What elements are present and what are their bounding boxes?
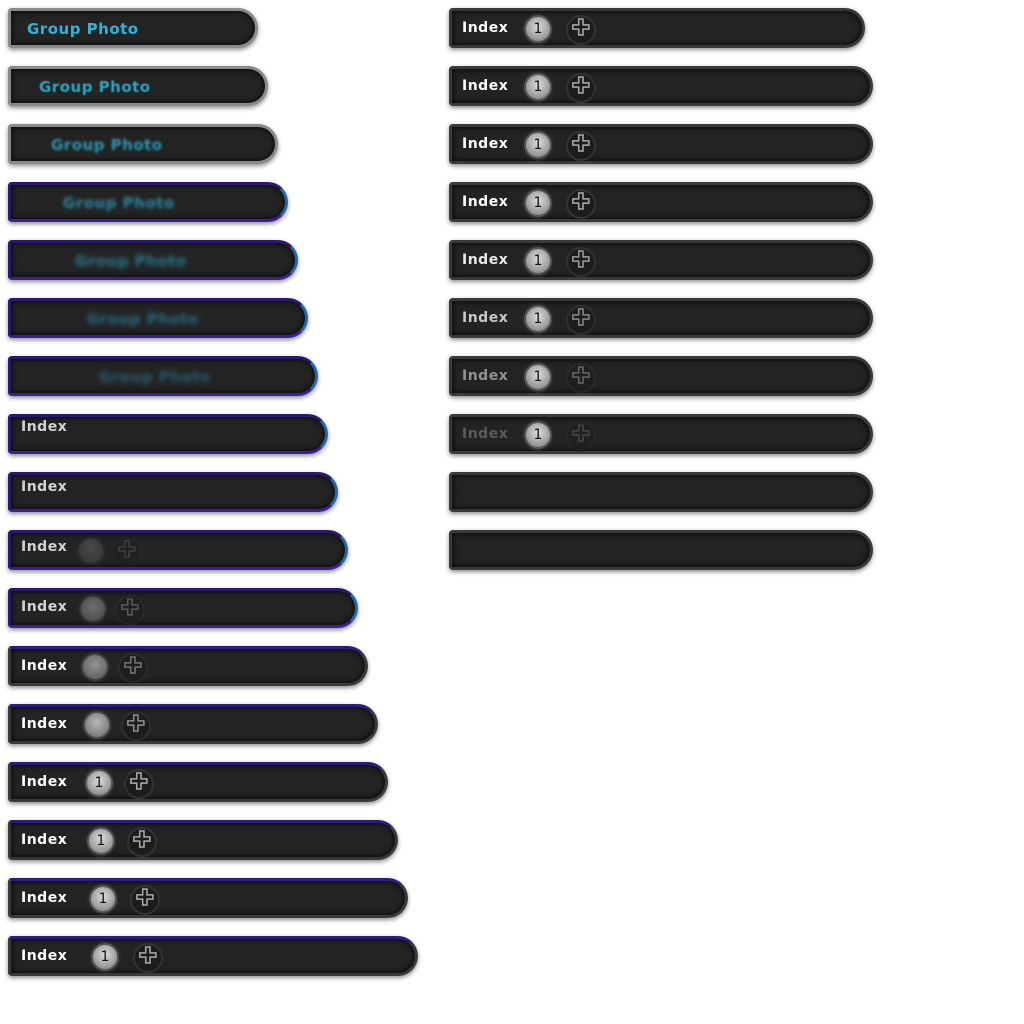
nav-bar-frame: Index 1 ✚: [449, 182, 873, 222]
nav-bar-frame: Group Photo: [8, 356, 318, 396]
nav-bar-frame: Group Photo: [8, 298, 308, 338]
frame-label: Index: [21, 599, 68, 615]
index-label: Index: [462, 194, 509, 210]
plus-icon: ✚: [566, 305, 596, 335]
nav-bar-frame: Index 1 ✚: [449, 356, 873, 396]
badge-icon: 1: [524, 421, 552, 449]
badge-icon: 1: [524, 305, 552, 333]
plus-icon: ✚: [124, 769, 154, 799]
index-label: Index: [462, 368, 509, 384]
badge-icon: 1: [85, 769, 113, 797]
badge-icon: [77, 537, 105, 565]
badge-icon: 1: [524, 73, 552, 101]
badge-icon: 1: [524, 189, 552, 217]
nav-bar-frame: Group Photo: [8, 240, 298, 280]
badge-icon: 1: [89, 885, 117, 913]
nav-bar-frame: Group Photo: [8, 182, 288, 222]
plus-icon: ✚: [566, 363, 596, 393]
plus-icon: ✚: [118, 653, 148, 683]
nav-bar-frame: Index 1 ✚: [449, 124, 873, 164]
index-label: Index: [462, 20, 509, 36]
frame-label: Group Photo: [99, 368, 211, 386]
frame-label: Index: [21, 948, 68, 964]
plus-icon: ✚: [566, 189, 596, 219]
nav-bar-frame: Index 1 ✚: [8, 762, 388, 802]
plus-icon: ✚: [121, 711, 151, 741]
nav-bar-frame: Index 1 ✚: [449, 298, 873, 338]
frame-label: Index: [21, 774, 68, 790]
nav-bar-frame: [449, 472, 873, 512]
plus-icon: ✚: [566, 421, 596, 451]
frame-label: Index: [21, 716, 68, 732]
nav-bar-frame: Index 1 ✚: [449, 8, 865, 48]
nav-bar-frame: Group Photo: [8, 8, 258, 48]
frame-label: Group Photo: [75, 252, 187, 270]
badge-icon: 1: [87, 827, 115, 855]
plus-icon: ✚: [566, 73, 596, 103]
badge-icon: [81, 653, 109, 681]
badge-icon: 1: [524, 15, 552, 43]
frame-label: Index: [21, 479, 68, 495]
index-label: Index: [462, 252, 509, 268]
nav-bar-frame: Index: [8, 414, 328, 454]
nav-bar-frame: Index ✚: [8, 646, 368, 686]
plus-icon: ✚: [127, 827, 157, 857]
frame-label: Index: [21, 658, 68, 674]
plus-icon: ✚: [130, 885, 160, 915]
nav-bar-frame: Group Photo: [8, 124, 278, 164]
nav-bar-frame: Index 1 ✚: [449, 414, 873, 454]
plus-icon: ✚: [566, 131, 596, 161]
index-label: Index: [462, 136, 509, 152]
badge-icon: [79, 595, 107, 623]
nav-bar-frame: Index 1 ✚: [449, 240, 873, 280]
badge-icon: [83, 711, 111, 739]
plus-icon: ✚: [115, 595, 145, 625]
frame-label: Index: [21, 832, 68, 848]
frame-label: Group Photo: [63, 194, 175, 212]
nav-bar-frame: Index ✚: [8, 704, 378, 744]
frame-label: Index: [21, 419, 68, 435]
nav-bar-frame: Index ✚: [8, 530, 348, 570]
index-label: Index: [462, 78, 509, 94]
badge-icon: 1: [524, 131, 552, 159]
index-label: Index: [462, 310, 509, 326]
frame-label: Group Photo: [87, 310, 199, 328]
index-label: Index: [462, 426, 509, 442]
nav-bar-frame: Index 1 ✚: [8, 936, 418, 976]
plus-icon: ✚: [133, 943, 163, 973]
nav-bar-frame: [449, 530, 873, 570]
frame-label: Group Photo: [39, 78, 151, 96]
nav-bar-frame: Index 1 ✚: [449, 66, 873, 106]
frame-label: Index: [21, 539, 68, 555]
frame-label: Group Photo: [51, 136, 163, 154]
nav-bar-frame: Index: [8, 472, 338, 512]
nav-bar-frame: Index ✚: [8, 588, 358, 628]
plus-icon: ✚: [112, 537, 142, 567]
nav-bar-frame: Group Photo: [8, 66, 268, 106]
nav-bar-frame: Index 1 ✚: [8, 878, 408, 918]
frame-label: Group Photo: [27, 20, 139, 38]
frame-label: Index: [21, 890, 68, 906]
plus-icon: ✚: [566, 247, 596, 277]
nav-bar-frame: Index 1 ✚: [8, 820, 398, 860]
badge-icon: 1: [524, 363, 552, 391]
badge-icon: 1: [524, 247, 552, 275]
badge-icon: 1: [91, 943, 119, 971]
plus-icon: ✚: [566, 15, 596, 45]
